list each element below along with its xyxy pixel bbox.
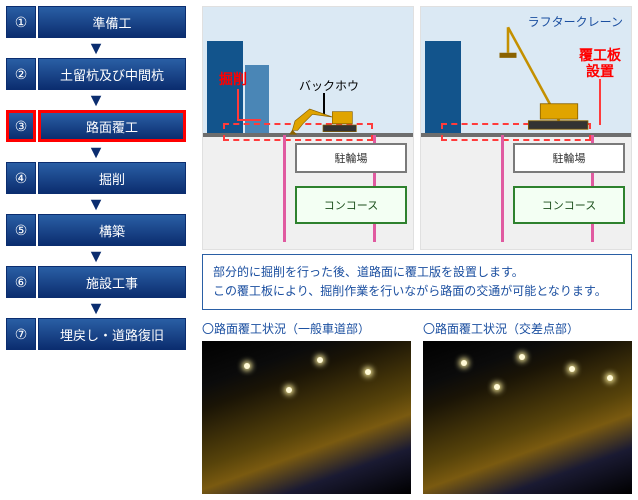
excavation-callout: 掘削: [219, 71, 247, 87]
step-4[interactable]: ④ 掘削: [6, 162, 186, 194]
crane-icon: [457, 7, 627, 141]
step-5[interactable]: ⑤ 構築: [6, 214, 186, 246]
arrow-icon: ▼: [87, 301, 105, 315]
step-5-num: ⑤: [6, 214, 36, 246]
step-4-num: ④: [6, 162, 36, 194]
pile-icon: [283, 135, 286, 241]
step-2[interactable]: ② 土留杭及び中間杭: [6, 58, 186, 90]
photo-lights: [202, 341, 411, 494]
main-panel: 掘削 バックホウ 駐輪場 コンコ: [186, 6, 632, 494]
underground-box-parking: 駐輪場: [295, 143, 407, 173]
description-line-1: 部分的に掘削を行った後、道路面に覆工版を設置します。: [213, 263, 621, 282]
photo-left-caption: 〇路面覆工状況（一般車道部）: [202, 320, 411, 337]
backhoe-label: バックホウ: [299, 77, 359, 94]
photo-left-col: 〇路面覆工状況（一般車道部）: [202, 320, 411, 494]
arrow-icon: ▼: [87, 41, 105, 55]
step-1[interactable]: ① 準備工: [6, 6, 186, 38]
underground-box-concourse: コンコース: [513, 186, 625, 224]
step-2-label: 土留杭及び中間杭: [38, 58, 186, 90]
illustration-row: 掘削 バックホウ 駐輪場 コンコ: [202, 6, 632, 250]
step-3-num: ③: [6, 110, 36, 142]
building-icon: [425, 41, 461, 133]
description-box: 部分的に掘削を行った後、道路面に覆工版を設置します。 この覆工板により、掘削作業…: [202, 254, 632, 310]
underground-box-concourse: コンコース: [295, 186, 407, 224]
step-4-label: 掘削: [38, 162, 186, 194]
step-1-label: 準備工: [38, 6, 186, 38]
step-7[interactable]: ⑦ 埋戻し・道路復旧: [6, 318, 186, 350]
photo-row: 〇路面覆工状況（一般車道部） 〇路面覆工状況（交差点部）: [202, 320, 632, 494]
step-1-num: ①: [6, 6, 36, 38]
arrow-icon: ▼: [87, 197, 105, 211]
leader-line: [237, 89, 239, 119]
pile-icon: [501, 135, 504, 241]
step-7-label: 埋戻し・道路復旧: [38, 318, 186, 350]
step-2-num: ②: [6, 58, 36, 90]
illustration-right: ラフタークレーン 覆工板 設置: [420, 6, 632, 250]
step-7-num: ⑦: [6, 318, 36, 350]
photo-right-caption: 〇路面覆工状況（交差点部）: [423, 320, 632, 337]
step-5-label: 構築: [38, 214, 186, 246]
root: ① 準備工 ▼ ② 土留杭及び中間杭 ▼ ③ 路面覆工 ▼ ④ 掘削 ▼ ⑤ 構…: [0, 0, 638, 500]
backhoe-icon: [263, 101, 383, 141]
step-6-num: ⑥: [6, 266, 36, 298]
illustration-left: 掘削 バックホウ 駐輪場 コンコ: [202, 6, 414, 250]
step-3-label: 路面覆工: [38, 110, 186, 142]
underground-box-parking: 駐輪場: [513, 143, 625, 173]
photo-left: [202, 341, 411, 494]
step-3-active[interactable]: ③ 路面覆工: [6, 110, 186, 142]
process-flow-sidebar: ① 準備工 ▼ ② 土留杭及び中間杭 ▼ ③ 路面覆工 ▼ ④ 掘削 ▼ ⑤ 構…: [6, 6, 186, 494]
photo-right-col: 〇路面覆工状況（交差点部）: [423, 320, 632, 494]
arrow-icon: ▼: [87, 93, 105, 107]
arrow-icon: ▼: [87, 145, 105, 159]
step-6[interactable]: ⑥ 施設工事: [6, 266, 186, 298]
arrow-icon: ▼: [87, 249, 105, 263]
description-line-2: この覆工板により、掘削作業を行いながら路面の交通が可能となります。: [213, 282, 621, 301]
photo-lights: [423, 341, 632, 494]
leader-line: [237, 119, 261, 121]
photo-right: [423, 341, 632, 494]
step-6-label: 施設工事: [38, 266, 186, 298]
